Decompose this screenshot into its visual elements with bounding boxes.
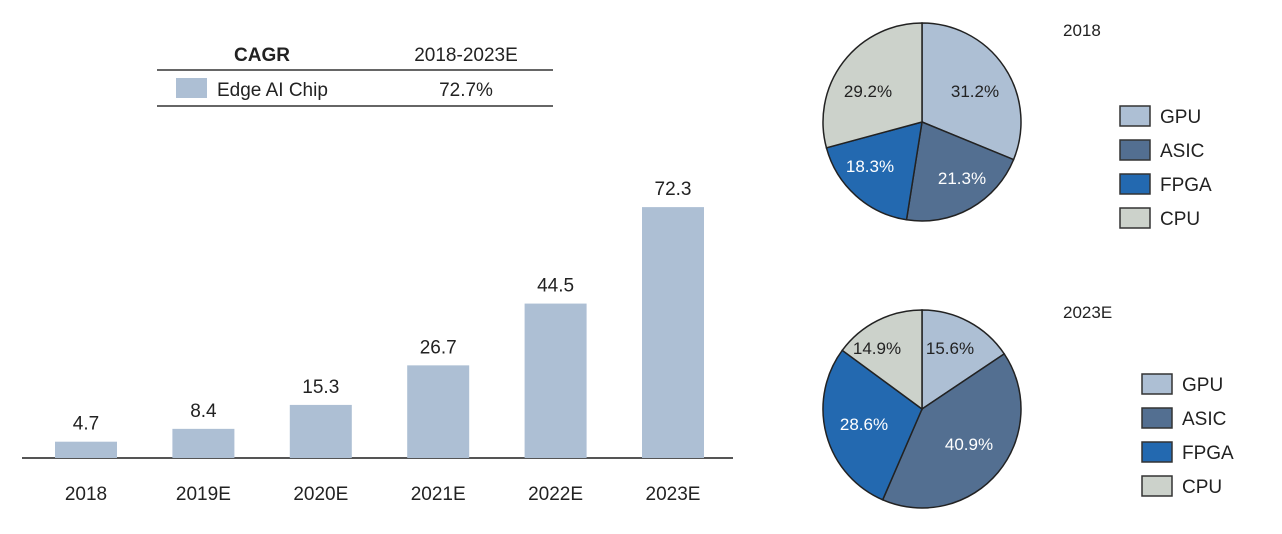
bar: [642, 207, 704, 458]
cagr-header-period: 2018-2023E: [414, 45, 518, 66]
x-tick-label: 2022E: [528, 484, 583, 505]
x-tick-label: 2018: [65, 484, 107, 505]
pie-value-label: 28.6%: [840, 415, 888, 434]
cagr-series-swatch: [176, 78, 207, 98]
bar-value-label: 4.7: [73, 414, 99, 435]
pie-title: 2018: [1063, 21, 1101, 40]
bar: [524, 303, 587, 458]
legend-swatch-gpu: [1119, 105, 1151, 127]
legend-label-gpu: GPU: [1160, 107, 1201, 128]
legend-label-fpga: FPGA: [1160, 175, 1212, 196]
x-tick-label: 2023E: [646, 484, 701, 505]
bar: [55, 441, 117, 458]
pie-value-label: 15.6%: [926, 339, 974, 358]
bar-value-label: 8.4: [190, 401, 217, 422]
bar-value-label: 15.3: [302, 377, 339, 398]
x-tick-label: 2019E: [176, 484, 231, 505]
pie-value-label: 40.9%: [945, 435, 993, 454]
legend-label-gpu: GPU: [1182, 375, 1223, 396]
legend-swatch-fpga: [1141, 441, 1173, 463]
legend-swatch-asic: [1141, 407, 1173, 429]
pie-value-label: 31.2%: [951, 82, 999, 101]
bar: [289, 404, 352, 458]
pie-slice-fpga: [825, 120, 923, 221]
legend-swatch-gpu: [1141, 373, 1173, 395]
legend-label-cpu: CPU: [1182, 477, 1222, 498]
x-tick-label: 2021E: [411, 484, 466, 505]
bar-value-label: 72.3: [655, 179, 692, 200]
bar: [407, 365, 470, 458]
pie-slice-cpu: [841, 309, 923, 411]
pie-slice-fpga: [822, 349, 923, 501]
pie-value-label: 18.3%: [846, 157, 894, 176]
bar-value-label: 44.5: [537, 276, 574, 297]
pie-value-label: 14.9%: [853, 339, 901, 358]
pie-value-label: 21.3%: [938, 169, 986, 188]
pie-slice-cpu: [822, 22, 923, 149]
pie-slice-asic: [905, 120, 1015, 222]
pie-slice-gpu: [921, 22, 1022, 161]
legend-label-asic: ASIC: [1182, 409, 1226, 430]
legend-label-asic: ASIC: [1160, 141, 1204, 162]
pie-title: 2023E: [1063, 303, 1112, 322]
bar: [172, 428, 235, 458]
legend-swatch-fpga: [1119, 173, 1151, 195]
cagr-header-label: CAGR: [234, 45, 290, 66]
pie-value-label: 29.2%: [844, 82, 892, 101]
cagr-table: CAGR 2018-2023E Edge AI Chip 72.7%: [157, 45, 553, 107]
bar-value-label: 26.7: [420, 337, 457, 358]
legend-swatch-cpu: [1119, 207, 1151, 229]
legend-label-fpga: FPGA: [1182, 443, 1234, 464]
cagr-row-value: 72.7%: [439, 80, 493, 101]
x-tick-label: 2020E: [293, 484, 348, 505]
legend-label-cpu: CPU: [1160, 209, 1200, 230]
pie-chart-2018: 31.2% 21.3% 18.3% 29.2% 2018 GPU ASIC FPGA CPU: [822, 21, 1212, 230]
pie-slice-gpu: [921, 309, 1006, 411]
bar-chart: 4.7 2018 8.4 2019E 15.3 2020E 26.7 2021E 44.5 202…: [22, 179, 733, 505]
legend-swatch-cpu: [1141, 475, 1173, 497]
pie-slice-asic: [881, 352, 1022, 509]
pie-chart-2023e: 15.6% 40.9% 28.6% 14.9% 2023E GPU ASIC FPGA CPU: [822, 303, 1234, 509]
legend-swatch-asic: [1119, 139, 1151, 161]
cagr-row-label: Edge AI Chip: [217, 80, 328, 101]
